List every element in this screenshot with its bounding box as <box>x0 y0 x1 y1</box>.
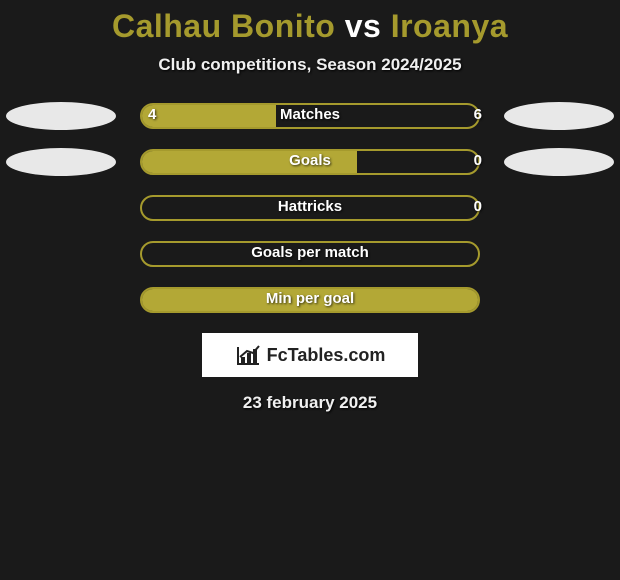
stat-row: Goals per match <box>0 241 620 267</box>
logo-tables: Tables <box>288 345 344 365</box>
player1-avatar <box>6 148 116 176</box>
stat-rows: Matches46 Goals0 Hattricks0 Goals per match… <box>0 103 620 313</box>
logo-text: FcTables.com <box>267 345 386 366</box>
player2-name: Iroanya <box>391 8 508 44</box>
stat-bar-fill <box>142 105 276 127</box>
player2-avatar <box>504 102 614 130</box>
player1-name: Calhau Bonito <box>112 8 335 44</box>
vs-separator: vs <box>335 8 390 44</box>
stat-bar-track <box>140 195 480 221</box>
logo-fc: Fc <box>267 345 288 365</box>
date-label: 23 february 2025 <box>0 393 620 413</box>
stat-row: Goals0 <box>0 149 620 175</box>
stat-bar-track <box>140 149 480 175</box>
stat-bar-track <box>140 241 480 267</box>
stat-bar-track <box>140 287 480 313</box>
stat-bar-fill <box>142 289 478 311</box>
stat-bar-fill <box>142 151 357 173</box>
stat-row: Min per goal <box>0 287 620 313</box>
stat-row: Matches46 <box>0 103 620 129</box>
player1-avatar <box>6 102 116 130</box>
logo-box[interactable]: FcTables.com <box>202 333 418 377</box>
stat-row: Hattricks0 <box>0 195 620 221</box>
page-title: Calhau Bonito vs Iroanya <box>0 0 620 45</box>
logo-dotcom: .com <box>343 345 385 365</box>
stat-bar-track <box>140 103 480 129</box>
comparison-card: Calhau Bonito vs Iroanya Club competitio… <box>0 0 620 580</box>
player2-avatar <box>504 148 614 176</box>
subtitle: Club competitions, Season 2024/2025 <box>0 55 620 75</box>
logo-chart-icon <box>235 343 261 367</box>
